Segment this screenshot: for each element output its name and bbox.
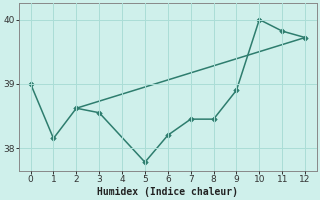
X-axis label: Humidex (Indice chaleur): Humidex (Indice chaleur): [97, 186, 238, 197]
